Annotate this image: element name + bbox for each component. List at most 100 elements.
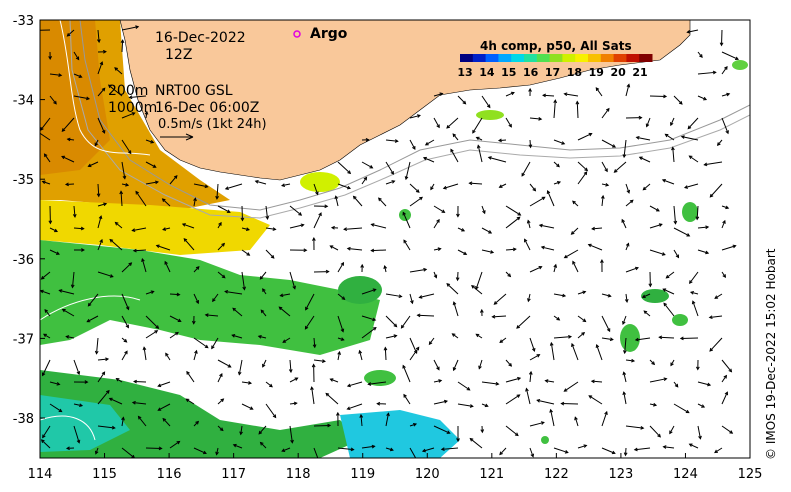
velocity-arrow [469, 182, 483, 185]
velocity-arrowhead [135, 25, 140, 29]
velocity-arrowhead [317, 458, 320, 461]
velocity-arrow [601, 411, 608, 427]
velocity-arrowhead [714, 449, 718, 454]
velocity-arrowhead [58, 289, 63, 293]
velocity-arrowhead [341, 296, 346, 301]
velocity-arrowhead [43, 333, 47, 338]
velocity-arrow [529, 183, 536, 192]
velocity-arrowhead [337, 350, 341, 355]
velocity-arrow [265, 249, 275, 259]
velocity-arrow [498, 139, 507, 142]
velocity-arrowhead [563, 388, 568, 392]
velocity-arrow [378, 197, 387, 207]
velocity-arrow [384, 347, 387, 361]
y-tick-label: -37 [13, 332, 34, 347]
velocity-arrow [405, 161, 411, 180]
velocity-arrowhead [152, 164, 157, 168]
velocity-arrowhead [719, 42, 724, 47]
velocity-arrowhead [695, 366, 700, 371]
velocity-arrowhead [70, 284, 75, 289]
velocity-arrowhead [600, 194, 605, 199]
velocity-arrow [40, 117, 51, 131]
velocity-arrows [40, 25, 740, 461]
velocity-arrowhead [195, 420, 200, 425]
colorbar [460, 54, 653, 62]
velocity-arrowhead [452, 301, 457, 306]
velocity-arrow [621, 219, 627, 229]
velocity-arrow [241, 249, 250, 256]
velocity-arrowhead [272, 414, 277, 419]
velocity-arrowhead [119, 190, 124, 195]
velocity-arrowhead [439, 92, 444, 97]
velocity-arrow [588, 244, 603, 251]
velocity-arrowhead [530, 453, 535, 458]
velocity-arrow [553, 293, 566, 297]
velocity-arrow [529, 196, 545, 207]
velocity-arrowhead [685, 409, 690, 414]
velocity-arrowhead [121, 416, 125, 421]
velocity-arrowhead [324, 204, 329, 209]
velocity-arrowhead [346, 185, 352, 190]
velocity-arrowhead [282, 339, 287, 343]
velocity-arrowhead [664, 133, 669, 138]
velocity-arrow [553, 336, 572, 339]
velocity-arrowhead [61, 308, 66, 313]
velocity-arrow [592, 227, 603, 230]
velocity-arrow [289, 377, 298, 383]
velocity-arrowhead [705, 250, 710, 255]
velocity-arrowhead [327, 423, 332, 428]
scale-arrow-icon [160, 133, 194, 141]
velocity-arrow [121, 262, 132, 273]
velocity-arrowhead [705, 225, 710, 230]
velocity-arrow [553, 181, 561, 185]
velocity-arrow [402, 212, 411, 229]
velocity-arrow [145, 161, 156, 168]
velocity-arrow [433, 425, 450, 434]
velocity-arrow [108, 84, 123, 97]
velocity-arrow [109, 397, 123, 405]
velocity-arrowhead [622, 154, 627, 159]
velocity-arrowhead [605, 107, 610, 112]
velocity-arrowhead [416, 313, 421, 318]
velocity-arrow [643, 310, 651, 317]
velocity-arrowhead [334, 195, 339, 200]
velocity-arrow [347, 403, 363, 410]
y-axis: -33 -34 -35 -36 -37 -38 [13, 14, 45, 427]
velocity-arrow [409, 114, 421, 119]
velocity-arrowhead [478, 365, 482, 370]
velocity-arrow [433, 117, 440, 128]
velocity-arrowhead [53, 100, 57, 105]
velocity-arrowhead [544, 379, 549, 383]
velocity-arrow [721, 66, 728, 75]
velocity-arrowhead [553, 99, 558, 104]
velocity-arrowhead [204, 313, 209, 317]
velocity-arrowhead [625, 242, 630, 247]
velocity-arrowhead [729, 430, 734, 434]
velocity-arrow [44, 153, 51, 163]
velocity-arrowhead [562, 293, 567, 298]
velocity-arrow [553, 447, 568, 454]
velocity-arrowhead [246, 252, 251, 256]
velocity-arrowhead [725, 130, 729, 135]
velocity-arrowhead [514, 432, 519, 437]
y-tick-label: -35 [13, 173, 34, 188]
velocity-arrow [337, 315, 344, 332]
velocity-arrow [97, 183, 100, 197]
velocity-arrowhead [249, 406, 254, 410]
velocity-arrow [158, 381, 171, 387]
velocity-arrow [337, 183, 351, 189]
velocity-arrow [385, 293, 402, 298]
velocity-arrowhead [613, 169, 618, 173]
velocity-arrow [183, 238, 195, 251]
velocity-arrow [452, 333, 459, 339]
velocity-arrow [385, 161, 394, 175]
velocity-arrow [692, 301, 699, 317]
velocity-arrow [281, 447, 291, 452]
velocity-arrow [49, 227, 58, 232]
velocity-arrow [403, 239, 411, 251]
velocity-arrowhead [87, 163, 92, 168]
velocity-arrowhead [606, 328, 611, 333]
velocity-arrow [452, 133, 459, 141]
velocity-arrowhead [516, 216, 521, 221]
velocity-arrow [169, 332, 179, 339]
